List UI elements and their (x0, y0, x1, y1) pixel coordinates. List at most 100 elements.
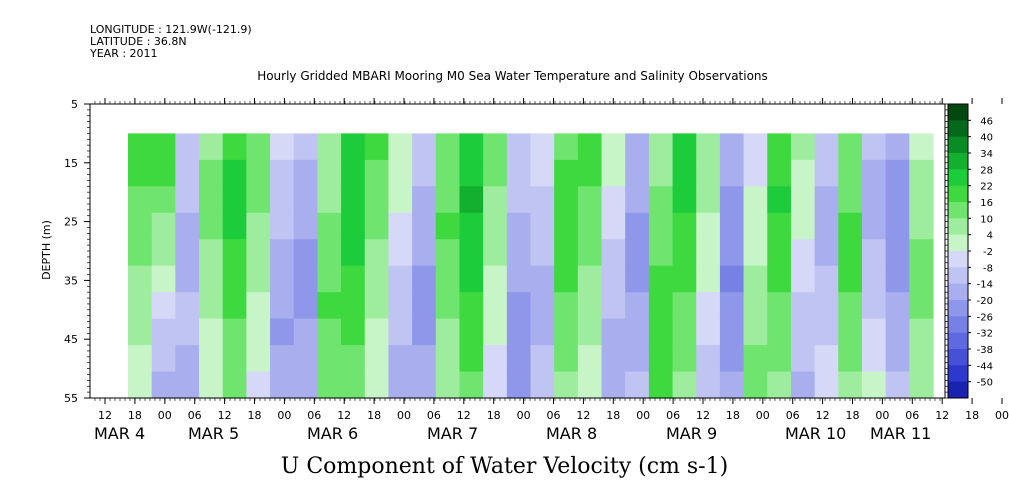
x-day-label: MAR 10 (785, 424, 846, 443)
colorbar-label: 4 (987, 231, 993, 242)
heatmap-cell (743, 292, 768, 320)
heatmap-cell (128, 265, 153, 293)
x-tick-label: 18 (487, 409, 501, 422)
heatmap-cell (909, 239, 934, 267)
heatmap-cell (388, 239, 413, 267)
heatmap-cell (719, 212, 745, 240)
heatmap-cell (317, 371, 342, 399)
heatmap-cell (364, 318, 390, 346)
x-tick-label: 00 (517, 409, 531, 422)
heatmap-cell (483, 318, 508, 346)
heatmap-cell (625, 186, 650, 214)
x-axis: 12 18 00 06 12 18 00 06 12 18 00 06 12 18 00 06 12 18 00 06… (94, 98, 1009, 443)
heatmap-cell (388, 345, 413, 373)
heatmap-cell (270, 239, 295, 267)
heatmap-cell (861, 212, 887, 240)
heatmap-cell (648, 133, 674, 161)
heatmap-cell (530, 133, 555, 161)
x-day-label: MAR 8 (546, 424, 597, 443)
heatmap-cell (838, 186, 863, 214)
heatmap-cell (625, 292, 650, 320)
heatmap-cell (222, 318, 247, 346)
colorbar-label: -50 (977, 378, 993, 389)
heatmap-cell (909, 265, 934, 293)
heatmap-cell (412, 265, 437, 293)
heatmap-cell (885, 186, 910, 214)
heatmap-cell (388, 212, 413, 240)
x-day-label: MAR 5 (188, 424, 239, 443)
heatmap-cell (909, 212, 934, 240)
heatmap-cell (530, 371, 555, 399)
heatmap-cell (743, 133, 768, 161)
latitude-label: LATITUDE : 36.8N (90, 35, 187, 48)
heatmap-cell (861, 318, 887, 346)
colorbar-swatch (948, 332, 968, 350)
heatmap-cell (554, 159, 579, 187)
colorbar: 46 40 34 28 22 16 10 4 -2 -8 -14 -20 -26 -32 -38 -44 -50 (947, 103, 993, 399)
heatmap-cell (175, 318, 200, 346)
colorbar-swatch (948, 283, 968, 301)
heatmap-cell (293, 212, 319, 240)
heatmap-cell (838, 318, 863, 346)
heatmap-cell (814, 292, 839, 320)
x-day-label: MAR 4 (94, 424, 145, 443)
heatmap-cell (814, 371, 839, 399)
heatmap-cell (128, 212, 153, 240)
heatmap-cell (743, 318, 768, 346)
heatmap-cell (554, 292, 579, 320)
heatmap-cell (364, 345, 390, 373)
heatmap-cell (246, 265, 271, 293)
heatmap-cell (719, 186, 745, 214)
x-tick-label: 12 (696, 409, 710, 422)
heatmap-cell (175, 292, 200, 320)
heatmap-cell (388, 159, 413, 187)
heatmap-cell (199, 371, 224, 399)
heatmap-cell (696, 318, 721, 346)
heatmap-cell (175, 212, 200, 240)
x-tick-label: 06 (427, 409, 441, 422)
x-tick-label: 06 (786, 409, 800, 422)
heatmap-cell (743, 186, 768, 214)
heatmap-cell (790, 133, 816, 161)
heatmap-cell (861, 133, 887, 161)
colorbar-label: -32 (977, 329, 993, 340)
heatmap-cell (246, 292, 271, 320)
heatmap-cell (790, 239, 816, 267)
heatmap-cell (554, 371, 579, 399)
colorbar-swatch (948, 300, 968, 317)
heatmap-cell (743, 239, 768, 267)
heatmap-cell (317, 159, 342, 187)
heatmap-cell (270, 292, 295, 320)
heatmap-cell (459, 239, 484, 267)
colorbar-swatch (948, 202, 968, 219)
colorbar-swatch (948, 316, 968, 334)
heatmap-cell (222, 186, 247, 214)
heatmap-cell (577, 265, 603, 293)
colorbar-swatch (948, 349, 968, 366)
heatmap-cell (459, 292, 484, 320)
heatmap-cell (270, 159, 295, 187)
heatmap-cell (222, 265, 247, 293)
heatmap-cell (435, 265, 461, 293)
heatmap-cell (909, 345, 934, 373)
heatmap-cell (601, 345, 626, 373)
heatmap-cell (388, 292, 413, 320)
heatmap-cell (246, 345, 271, 373)
colorbar-swatch (948, 104, 968, 121)
heatmap-cell (317, 345, 342, 373)
heatmap-cell (838, 292, 863, 320)
heatmap-cell (530, 239, 555, 267)
heatmap-cell (530, 318, 555, 346)
x-tick-label: 18 (128, 409, 142, 422)
heatmap-cell (554, 345, 579, 373)
heatmap-cell (293, 345, 319, 373)
heatmap-cell (412, 345, 437, 373)
colorbar-label: 28 (980, 165, 993, 176)
heatmap-cell (128, 133, 153, 161)
heatmap-cell (696, 159, 721, 187)
heatmap-cell (317, 133, 342, 161)
heatmap-cell (506, 292, 532, 320)
heatmap-cell (554, 239, 579, 267)
heatmap-cell (861, 186, 887, 214)
